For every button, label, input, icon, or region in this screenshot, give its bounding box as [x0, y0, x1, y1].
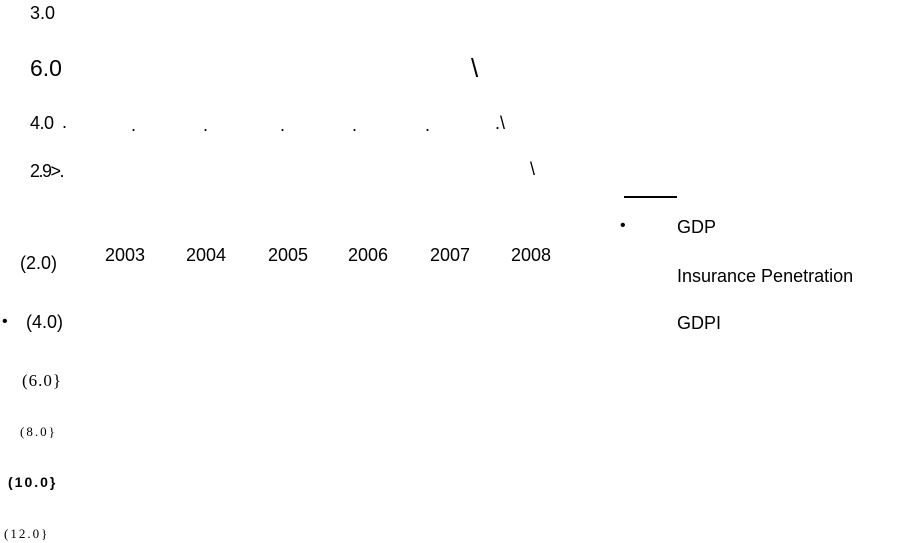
- legend-bullet: •: [620, 217, 626, 234]
- y-tick-label: 4.0: [30, 113, 54, 133]
- stray-dot: .: [203, 115, 209, 135]
- x-tick-label: 2003: [105, 245, 146, 265]
- x-tick-label: 2006: [348, 245, 389, 265]
- y-tick-label: (10.0}: [8, 474, 58, 490]
- y-tick-label: 6.0: [30, 55, 62, 81]
- y-tick-label: 3.0: [30, 3, 56, 23]
- legend-entry-insurance-penetration: Insurance Penetration: [677, 266, 854, 286]
- legend-entry-gdpi: GDPI: [677, 313, 722, 333]
- stray-dot: .: [352, 115, 358, 135]
- stray-slash: \: [530, 159, 536, 179]
- x-tick-label: 2005: [268, 245, 309, 265]
- y-tick-label: 2.9>.: [30, 161, 65, 181]
- y-tick-label: (12.0}: [4, 526, 50, 541]
- y-tick-label: (2.0): [20, 253, 58, 273]
- stray-dot: .: [62, 112, 68, 132]
- stray-dot: .: [131, 115, 137, 135]
- stray-dot: .: [280, 115, 286, 135]
- y-tick-label: (8.0}: [20, 424, 57, 439]
- y-tick-label: (4.0): [26, 312, 64, 332]
- x-tick-label: 2007: [430, 245, 471, 265]
- x-tick-label: 2004: [186, 245, 227, 265]
- bullet-mark: •: [2, 313, 8, 330]
- legend-entry-gdp: GDP: [677, 217, 717, 237]
- x-tick-label: 2008: [511, 245, 552, 265]
- stray-dot: .: [425, 115, 431, 135]
- stray-slash: \: [471, 53, 479, 83]
- stray-dot-slash: .\: [495, 113, 506, 133]
- y-tick-label: (6.0}: [22, 371, 63, 390]
